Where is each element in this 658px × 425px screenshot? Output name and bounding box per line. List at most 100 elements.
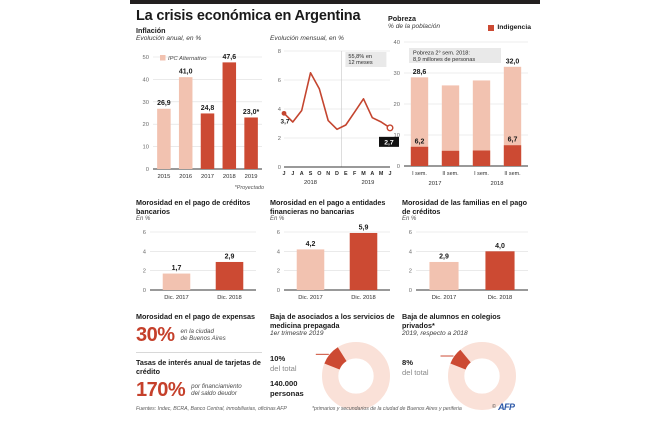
svg-text:Dic. 2017: Dic. 2017	[164, 295, 189, 301]
panel-donut-medicina: Baja de asociados a los servicios de med…	[270, 312, 398, 411]
title-morosidad-bancarios: Morosidad en el pago de créditos bancari…	[136, 198, 251, 216]
title-morosidad-familias: Morosidad de las familias en el pago de …	[402, 198, 528, 216]
svg-text:J: J	[389, 171, 392, 177]
svg-text:8,9 millones de personas: 8,9 millones de personas	[413, 57, 475, 63]
svg-text:I sem.: I sem.	[412, 171, 427, 177]
svg-text:23,0*: 23,0*	[243, 109, 260, 116]
svg-text:2: 2	[277, 269, 280, 275]
note-stat-expensas: en la ciudad de Buenos Aires	[180, 327, 226, 343]
svg-text:32,0: 32,0	[506, 58, 520, 65]
svg-text:0: 0	[278, 165, 281, 171]
chart-pobreza: 0 10 20 30 40 28,6 6,2 I sem. II sem. I sem. 32,0 6…	[394, 40, 528, 187]
panel-morosidad-no-bancarias: Morosidad en el pago a entidades financi…	[270, 198, 396, 308]
panel-stat-tarjetas: Tasas de interés anual de tarjetas de cr…	[136, 358, 262, 400]
svg-text:20: 20	[143, 123, 149, 129]
svg-text:Dic. 2017: Dic. 2017	[298, 295, 323, 301]
svg-text:6,7: 6,7	[508, 137, 518, 144]
svg-text:20: 20	[394, 102, 400, 108]
section-title-pobreza: Pobreza	[388, 14, 416, 23]
svg-text:2,9: 2,9	[225, 253, 235, 260]
source-note: Fuentes: Indec, BCRA, Banco Central, inm…	[136, 406, 287, 412]
svg-text:Dic. 2018: Dic. 2018	[217, 295, 242, 301]
section-title-inflacion: Inflación	[136, 26, 166, 35]
svg-text:M: M	[361, 171, 366, 177]
legend-label-indigencia: Indigencia	[497, 24, 531, 31]
svg-text:0: 0	[146, 167, 149, 173]
chart-donut-medicina	[315, 342, 391, 411]
panel-morosidad-familias: Morosidad de las familias en el pago de …	[402, 198, 534, 308]
svg-text:47,6: 47,6	[222, 54, 236, 61]
svg-text:6: 6	[143, 230, 146, 236]
svg-text:2,9: 2,9	[439, 253, 449, 260]
svg-text:10: 10	[143, 145, 149, 151]
section-subtitle-inflacion-mensual: Evolución mensual, en %	[270, 35, 345, 42]
svg-text:12 meses: 12 meses	[348, 61, 372, 67]
svg-text:II sem.: II sem.	[504, 171, 520, 177]
copyright-symbol: ©	[492, 404, 497, 410]
svg-text:8: 8	[278, 49, 281, 55]
chart-inflacion-anual: 0 10 20 30 40 50 26,9 2015 41,0 2016 24,8 2017 47,6 2…	[143, 54, 264, 191]
section-subtitle-pobreza: % de la población	[388, 23, 441, 31]
unit-morosidad-familias: En %	[402, 216, 417, 222]
svg-text:2018: 2018	[223, 174, 236, 180]
svg-text:5,9: 5,9	[359, 224, 369, 231]
panel-inflacion-anual: Inflación Evolución anual, en % 0 10 20 30 4…	[136, 26, 268, 196]
svg-text:J: J	[291, 171, 294, 177]
svg-text:4: 4	[278, 107, 282, 113]
svg-text:N: N	[326, 171, 330, 177]
value-stat-expensas: 30%	[136, 324, 175, 346]
svg-text:1,7: 1,7	[172, 265, 182, 272]
svg-text:3,7: 3,7	[281, 119, 290, 126]
svg-text:0: 0	[143, 288, 146, 294]
donut-medicina-detail-sub: personas	[270, 388, 304, 398]
svg-text:2,7: 2,7	[384, 140, 394, 147]
svg-text:4: 4	[409, 249, 413, 255]
value-stat-tarjetas: 170%	[136, 379, 186, 401]
svg-text:Dic. 2018: Dic. 2018	[488, 295, 513, 301]
svg-text:0: 0	[277, 288, 280, 294]
svg-text:2016: 2016	[179, 174, 192, 180]
svg-text:O: O	[317, 171, 321, 177]
svg-text:2018: 2018	[304, 180, 317, 186]
chart-morosidad-bancarios: 0 2 4 6 1,7 Dic. 2017 2,9 Dic. 2018	[143, 230, 256, 301]
svg-text:A: A	[300, 171, 304, 177]
chart-morosidad-familias: 0 2 4 6 2,9 Dic. 2017 4,0 Dic. 2018	[409, 230, 528, 301]
svg-text:30: 30	[143, 100, 149, 106]
svg-text:2: 2	[143, 269, 146, 275]
svg-text:2: 2	[409, 269, 412, 275]
donut-colegios-value-sub: del total	[402, 367, 429, 377]
svg-text:2017: 2017	[201, 174, 214, 180]
section-subtitle-inflacion-anual: Evolución anual, en %	[136, 35, 202, 42]
svg-text:F: F	[353, 171, 357, 177]
svg-text:J: J	[283, 171, 286, 177]
svg-text:28,6: 28,6	[413, 69, 427, 76]
donut-medicina-value-sub: del total	[270, 363, 297, 373]
svg-text:40: 40	[143, 78, 149, 84]
panel-pobreza: Pobreza % de la población Indigencia 0 10…	[388, 14, 536, 196]
divider-stats	[136, 352, 262, 353]
svg-text:E: E	[344, 171, 348, 177]
subtitle-donut-colegios: 2019, respecto a 2018	[402, 330, 468, 337]
svg-text:Dic. 2018: Dic. 2018	[351, 295, 376, 301]
svg-text:0: 0	[397, 164, 400, 170]
title-donut-medicina: Baja de asociados a los servicios de med…	[270, 312, 395, 330]
donut-medicina-value: 10%	[270, 354, 286, 364]
svg-text:40: 40	[394, 40, 400, 46]
svg-text:6: 6	[278, 78, 281, 84]
donut-medicina-detail: 140.000	[270, 379, 298, 389]
svg-text:6: 6	[277, 230, 280, 236]
svg-text:2: 2	[278, 136, 281, 142]
svg-text:41,0: 41,0	[179, 69, 193, 76]
svg-text:2018: 2018	[491, 181, 504, 187]
svg-text:0: 0	[409, 288, 412, 294]
title-donut-colegios: Baja de alumnos en colegios privados*	[402, 312, 501, 330]
svg-text:30: 30	[394, 71, 400, 77]
spacer-title	[270, 26, 398, 35]
svg-text:2019: 2019	[245, 174, 258, 180]
donut-colegios-value: 8%	[402, 358, 413, 368]
subtitle-donut-medicina: 1er trimestre 2019	[270, 330, 324, 337]
svg-text:4: 4	[277, 249, 281, 255]
panel-inflacion-mensual: Evolución mensual, en % 0 2 4 6 8 3,7 2,7 55,8%…	[270, 26, 399, 196]
footnote-asterisk: *primarios y secundarios de la ciudad de…	[312, 406, 462, 412]
